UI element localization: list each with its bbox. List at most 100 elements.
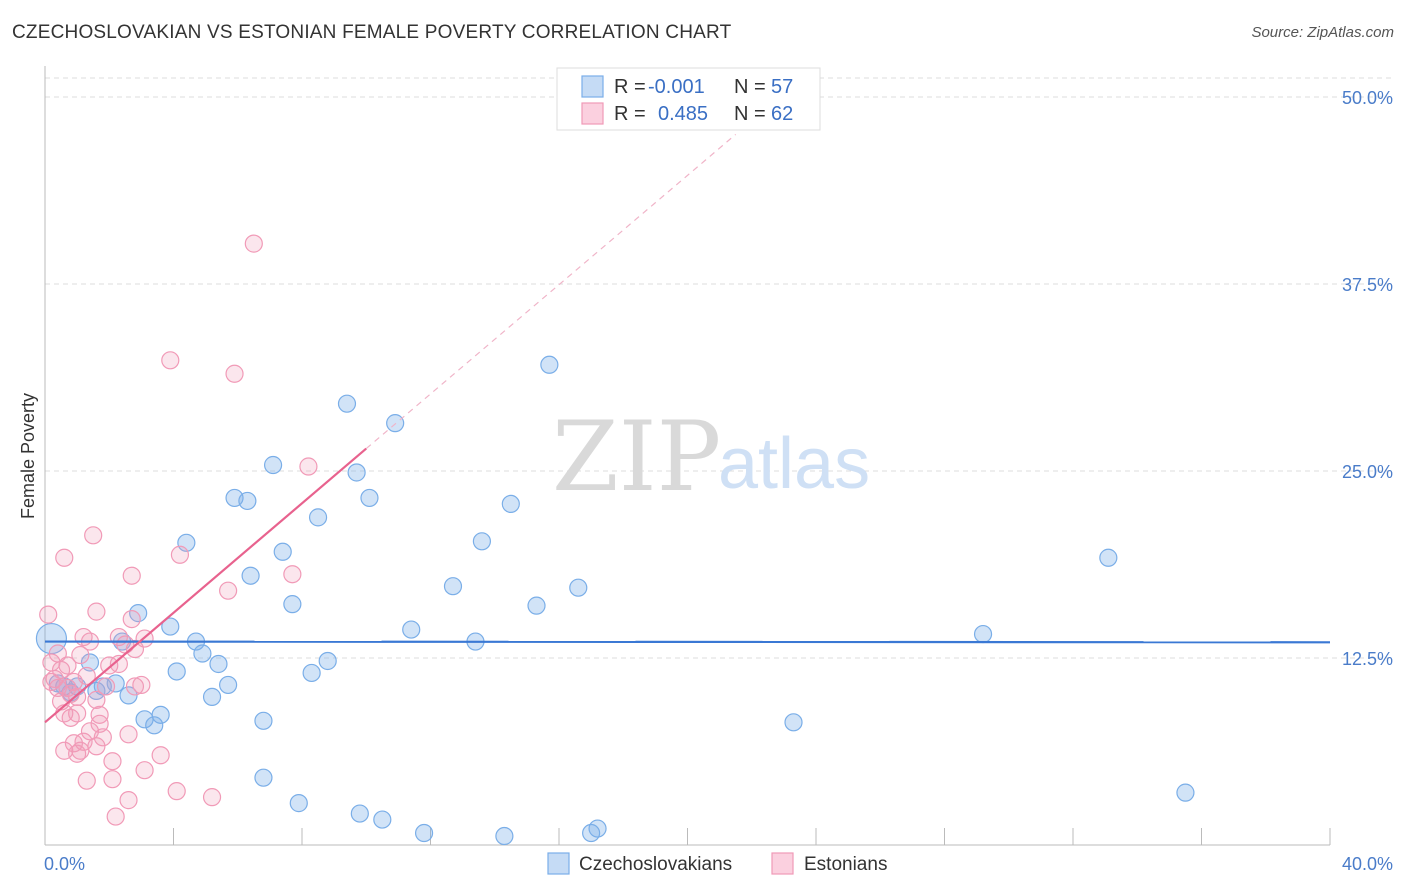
- legend-n-value-estonians: 62: [771, 103, 793, 125]
- czechoslovakian-point: [472, 532, 491, 551]
- czechoslovakian-point: [238, 491, 257, 511]
- y-tick-label: 12.5%: [1342, 649, 1393, 669]
- y-tick-label: 37.5%: [1342, 275, 1393, 295]
- czechoslovakian-point: [360, 488, 379, 508]
- czechoslovakian-point: [414, 823, 434, 843]
- estonian-point: [106, 807, 125, 826]
- estonian-point: [219, 581, 238, 600]
- estonian-point: [87, 602, 106, 621]
- czechoslovakian-point: [254, 711, 273, 730]
- legend-swatch-estonians: [581, 102, 604, 125]
- czechoslovakian-point: [588, 819, 607, 838]
- czechoslovakian-point: [151, 705, 170, 724]
- estonian-point: [122, 610, 141, 629]
- source-credit: Source: ZipAtlas.com: [1251, 24, 1394, 41]
- estonian-point: [55, 548, 74, 567]
- czechoslovakian-point: [443, 577, 463, 596]
- estonian-point: [77, 771, 96, 790]
- estonian-point: [202, 788, 222, 807]
- czechoslovakian-point: [527, 596, 546, 615]
- czechoslovakian-point: [283, 595, 302, 614]
- estonian-point: [77, 666, 96, 686]
- estonian-point: [103, 752, 122, 771]
- czechoslovakian-point: [161, 617, 180, 636]
- estonian-point: [68, 704, 87, 723]
- watermark-atlas: atlas: [718, 424, 870, 504]
- estonian-point: [103, 770, 122, 789]
- czechoslovakian-point: [263, 455, 283, 475]
- axes: [44, 66, 1331, 846]
- czechoslovakian-point: [254, 768, 273, 787]
- estonians-points: [39, 234, 318, 826]
- legend-n-label-2: N =: [734, 103, 766, 125]
- estonian-point: [87, 690, 106, 709]
- legend-n-label-1: N =: [734, 76, 766, 98]
- estonian-point: [151, 746, 170, 765]
- czechoslovakian-point: [569, 578, 588, 597]
- legend-r-label-1: R =: [614, 76, 646, 98]
- czechoslovakian-point: [289, 794, 308, 813]
- watermark: ZIP atlas: [552, 401, 870, 513]
- series-legend-estonians: Estonians: [804, 854, 887, 875]
- y-tick-labels: 12.5% 25.0% 37.5% 50.0%: [1342, 88, 1393, 669]
- estonian-point: [132, 675, 151, 695]
- estonian-point: [170, 545, 190, 564]
- estonian-point: [135, 761, 154, 780]
- series-legend: Czechoslovakians Estonians: [547, 852, 887, 875]
- estonian-point: [84, 526, 103, 545]
- czechoslovakian-point: [241, 566, 260, 585]
- czechoslovakian-point: [119, 686, 138, 705]
- estonian-point: [109, 654, 128, 674]
- estonian-point: [64, 734, 84, 753]
- legend-r-value-estonians: 0.485: [658, 103, 708, 125]
- czechoslovakian-point: [1176, 783, 1195, 802]
- series-legend-czechoslovakians: Czechoslovakians: [579, 854, 732, 875]
- legend-r-value-czechoslovakians: -0.001: [648, 76, 705, 98]
- czechoslovakian-point: [209, 654, 228, 674]
- y-tick-label: 25.0%: [1342, 462, 1393, 482]
- estonian-trend-extension: [365, 133, 737, 450]
- czechoslovakian-point: [347, 463, 366, 482]
- y-tick-label: 50.0%: [1342, 88, 1393, 108]
- estonian-point: [93, 728, 112, 747]
- czechoslovakian-point: [495, 826, 514, 846]
- czechoslovakian-point: [202, 687, 222, 706]
- czechoslovakian-point: [373, 810, 392, 829]
- czechoslovakian-trend-line: [44, 640, 1331, 644]
- czechoslovakian-point: [167, 662, 186, 681]
- estonian-point: [119, 791, 138, 810]
- x-tick-labels: 0.0% 40.0%: [44, 854, 1393, 874]
- czechoslovakian-point: [318, 651, 337, 671]
- estonian-point: [161, 351, 180, 370]
- estonian-point: [96, 677, 116, 696]
- estonian-point: [122, 566, 141, 585]
- estonian-point: [299, 457, 318, 476]
- estonian-point: [167, 782, 186, 801]
- estonian-point: [71, 645, 90, 665]
- estonian-point: [87, 737, 106, 756]
- czechoslovakian-point: [350, 804, 369, 823]
- x-tick-label-max: 40.0%: [1342, 854, 1393, 874]
- stats-legend: R = -0.001 N = 57 R = 0.485 N = 62: [556, 67, 821, 131]
- estonian-point: [119, 725, 138, 744]
- czechoslovakian-point: [540, 355, 559, 374]
- estonian-point: [125, 677, 145, 696]
- series-legend-swatch-czechoslovakians: [547, 852, 570, 875]
- czechoslovakian-point: [973, 624, 993, 644]
- czechoslovakian-point: [302, 663, 321, 683]
- legend-swatch-czechoslovakians: [581, 75, 604, 98]
- czechoslovakian-point: [219, 675, 238, 695]
- czechoslovakian-point: [402, 620, 421, 639]
- estonian-point: [100, 656, 119, 675]
- czechoslovakian-point: [1099, 548, 1118, 567]
- x-tick-label-min: 0.0%: [44, 854, 85, 874]
- y-axis-label: Female Poverty: [18, 393, 38, 519]
- czechoslovakian-point: [501, 494, 520, 514]
- czechoslovakian-point: [145, 716, 164, 735]
- estonian-point: [283, 565, 302, 584]
- series-legend-swatch-estonians: [771, 852, 794, 875]
- legend-n-value-czechoslovakians: 57: [771, 76, 793, 98]
- estonian-point: [58, 656, 77, 675]
- estonian-point: [90, 705, 109, 724]
